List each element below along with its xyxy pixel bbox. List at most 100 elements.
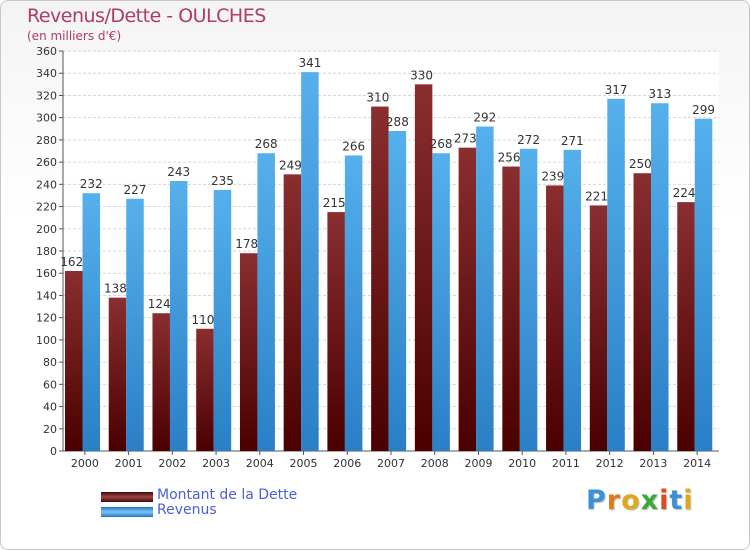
y-tick-label: 120 [36, 312, 57, 325]
bar-dette [283, 174, 302, 452]
y-tick-label: 60 [43, 378, 57, 391]
chart-subtitle: (en milliers d'€) [27, 29, 122, 43]
bar-dette [65, 271, 83, 451]
bar-dette [677, 202, 695, 451]
data-label-dette: 178 [235, 237, 258, 251]
bar-revenus [257, 153, 275, 451]
x-tick-label: 2002 [158, 457, 186, 470]
proxiti-logo: Proxiti [586, 485, 694, 516]
data-label-revenus: 243 [167, 165, 190, 179]
bar-revenus [301, 72, 319, 451]
x-tick-label: 2010 [508, 457, 536, 470]
x-tick-label: 2000 [71, 457, 99, 470]
bar-revenus [82, 193, 100, 451]
x-tick-label: 2004 [246, 457, 274, 470]
bar-dette [633, 173, 652, 451]
data-label-revenus: 227 [124, 183, 147, 197]
y-tick-label: 320 [36, 89, 57, 102]
x-tick-label: 2011 [552, 457, 580, 470]
legend-swatch-dette [101, 492, 153, 502]
data-label-revenus: 268 [255, 137, 278, 151]
data-label-dette: 138 [104, 282, 127, 296]
x-tick-label: 2012 [596, 457, 624, 470]
y-tick-label: 360 [36, 45, 57, 58]
chart-title: Revenus/Dette - OULCHES [27, 5, 266, 27]
y-tick-label: 40 [43, 401, 57, 414]
bar-revenus [519, 148, 538, 451]
x-tick-label: 2009 [464, 457, 492, 470]
data-label-dette: 250 [629, 157, 652, 171]
bar-revenus [388, 131, 407, 451]
bar-dette [152, 313, 170, 451]
bar-revenus [651, 103, 669, 451]
data-label-revenus: 268 [430, 137, 453, 151]
bar-revenus [169, 181, 188, 451]
bar-revenus [476, 126, 494, 452]
data-label-revenus: 232 [80, 177, 103, 191]
bar-dette [546, 185, 564, 451]
bar-revenus [126, 198, 144, 451]
bar-dette [327, 212, 345, 451]
data-label-dette: 162 [60, 255, 83, 269]
data-label-revenus: 266 [342, 139, 365, 153]
data-label-revenus: 271 [561, 134, 584, 148]
data-label-revenus: 313 [648, 87, 671, 101]
y-tick-label: 180 [36, 245, 57, 258]
data-label-dette: 239 [541, 169, 564, 183]
x-tick-label: 2006 [333, 457, 361, 470]
data-label-dette: 224 [673, 186, 696, 200]
y-tick-label: 80 [43, 356, 57, 369]
legend-swatch-revenus [101, 507, 153, 517]
bar-revenus [344, 155, 363, 451]
data-label-revenus: 341 [298, 56, 321, 70]
y-tick-label: 200 [36, 223, 57, 236]
data-label-dette: 110 [191, 313, 214, 327]
bar-revenus [694, 118, 713, 452]
bar-dette [239, 253, 258, 451]
x-tick-label: 2001 [115, 457, 143, 470]
y-tick-label: 280 [36, 134, 57, 147]
bar-dette [502, 166, 520, 452]
bar-revenus [607, 98, 625, 452]
y-tick-label: 260 [36, 156, 57, 169]
data-label-revenus: 299 [692, 103, 715, 117]
bar-dette [371, 106, 389, 452]
x-tick-label: 2003 [202, 457, 230, 470]
data-label-revenus: 317 [605, 83, 628, 97]
bar-revenus [563, 149, 582, 451]
y-tick-label: 340 [36, 67, 57, 80]
data-label-dette: 273 [454, 132, 477, 146]
data-label-dette: 249 [279, 158, 302, 172]
data-label-dette: 221 [585, 189, 608, 203]
legend-label-dette: Montant de la Dette [157, 487, 298, 503]
x-tick-label: 2008 [421, 457, 449, 470]
y-tick-label: 240 [36, 178, 57, 191]
y-tick-label: 20 [43, 423, 57, 436]
y-tick-label: 220 [36, 201, 57, 214]
bar-dette [414, 84, 433, 451]
data-label-revenus: 292 [473, 111, 496, 125]
y-tick-label: 300 [36, 112, 57, 125]
bar-dette [458, 147, 477, 451]
x-tick-label: 2014 [683, 457, 711, 470]
legend-label-revenus: Revenus [157, 502, 217, 518]
data-label-dette: 124 [148, 297, 171, 311]
data-label-dette: 215 [323, 196, 346, 210]
y-tick-label: 160 [36, 267, 57, 280]
bar-dette [196, 328, 214, 451]
y-tick-label: 0 [50, 445, 57, 458]
y-tick-label: 100 [36, 334, 57, 347]
data-label-dette: 330 [410, 68, 433, 82]
x-tick-label: 2007 [377, 457, 405, 470]
bar-revenus [213, 189, 232, 451]
bar-dette [108, 297, 127, 451]
data-label-dette: 310 [366, 91, 389, 105]
data-label-dette: 256 [498, 151, 521, 165]
bar-dette [589, 205, 608, 451]
x-tick-label: 2013 [639, 457, 667, 470]
bar-revenus [432, 153, 450, 451]
x-tick-label: 2005 [290, 457, 318, 470]
data-label-revenus: 288 [386, 115, 409, 129]
